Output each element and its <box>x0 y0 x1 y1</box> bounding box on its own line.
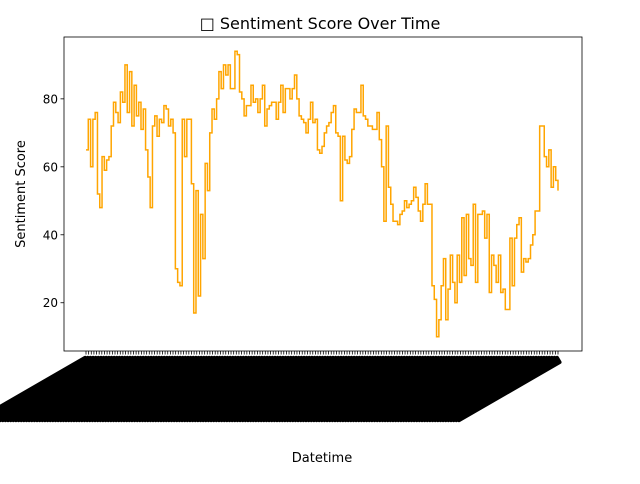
y-tick-label: 60 <box>43 160 58 174</box>
y-axis-ticks: 20 40 60 80 <box>43 92 64 310</box>
x-axis-ticks <box>0 351 562 423</box>
x-tick-label <box>454 355 562 423</box>
sentiment-series-line <box>86 50 559 338</box>
y-axis-label: Sentiment Score <box>14 140 29 248</box>
chart-title: □ Sentiment Score Over Time <box>200 14 441 33</box>
y-tick-label: 20 <box>43 296 58 310</box>
y-tick-label: 40 <box>43 228 58 242</box>
x-axis-label: Datetime <box>292 451 352 466</box>
y-tick-label: 80 <box>43 92 58 106</box>
